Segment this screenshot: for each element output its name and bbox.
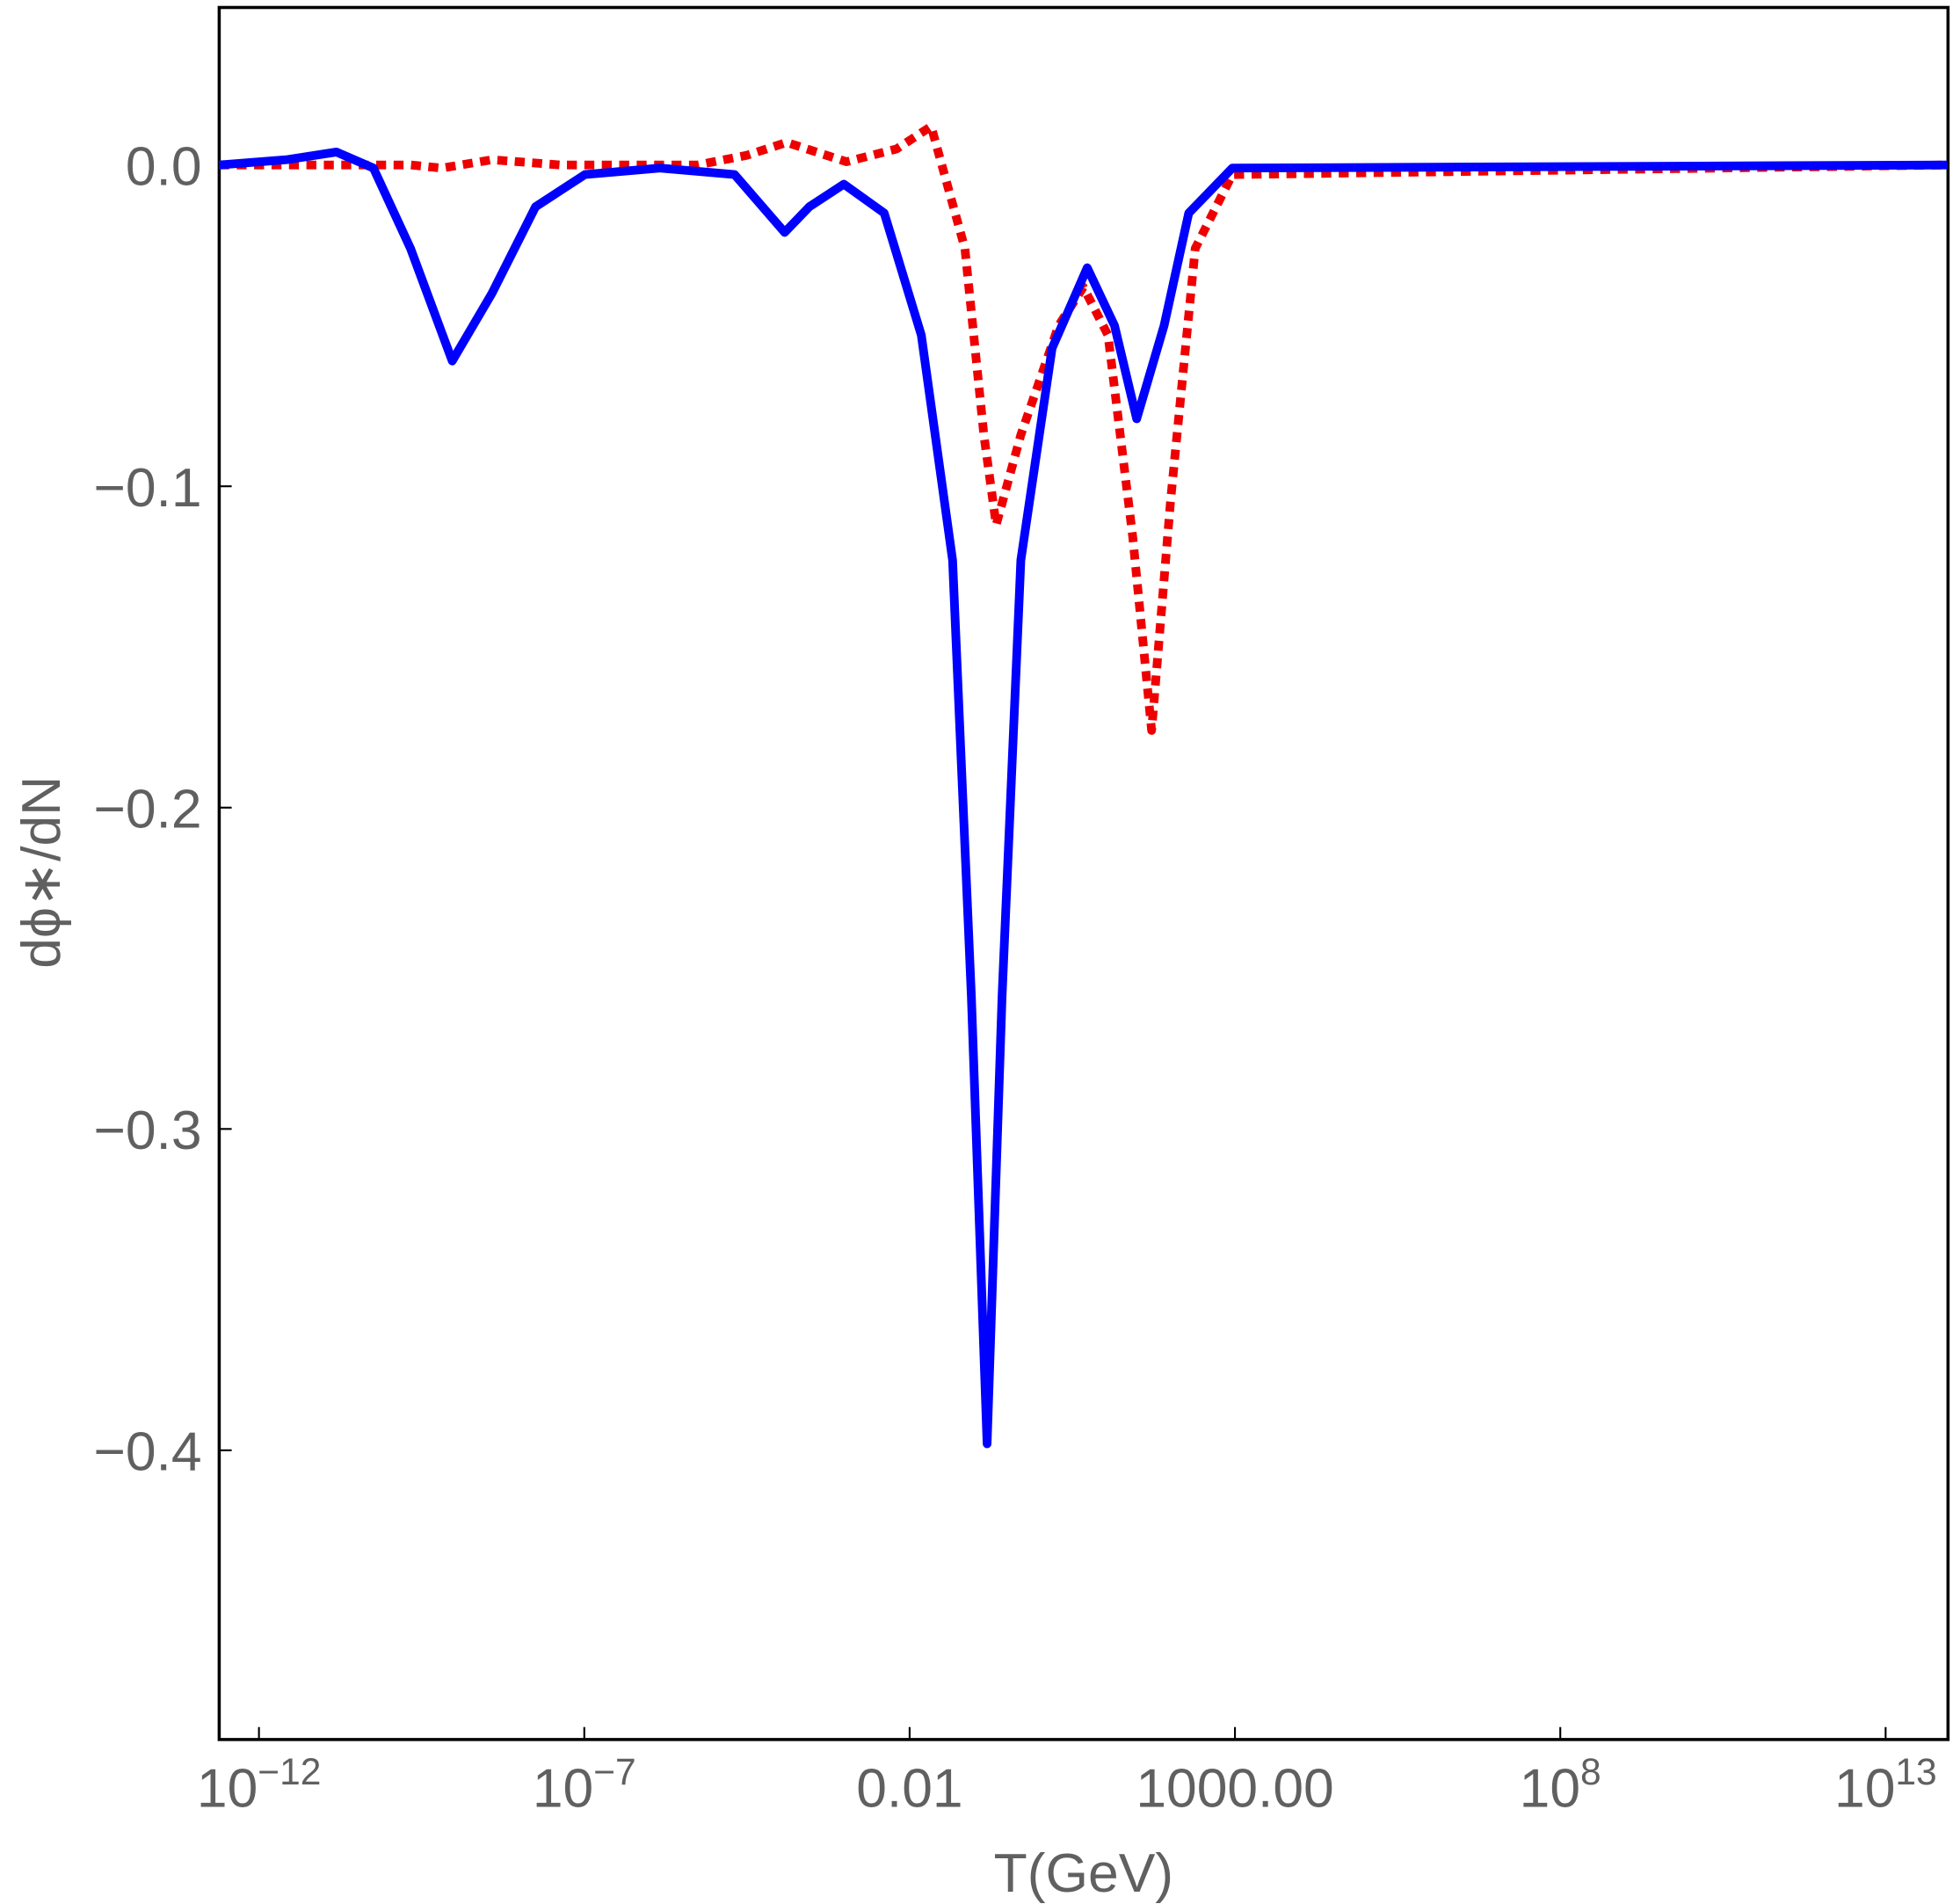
x-tick-label-exponent: −7 bbox=[593, 1752, 635, 1793]
x-tick-label-exponent: −12 bbox=[258, 1752, 321, 1793]
x-tick-label-base: 10 bbox=[1520, 1758, 1580, 1819]
plot-frame bbox=[217, 5, 1950, 1741]
data-line bbox=[219, 121, 1948, 735]
x-axis-title: T(GeV) bbox=[994, 1843, 1173, 1904]
x-tick-label: 1000.00 bbox=[1136, 1758, 1333, 1819]
x-tick-label-base: 10 bbox=[533, 1758, 593, 1819]
data-line bbox=[219, 147, 1948, 1449]
y-tick-label: −0.4 bbox=[93, 1422, 201, 1483]
y-tick-label: 0.0 bbox=[126, 136, 202, 197]
x-tick-label: 0.01 bbox=[856, 1758, 962, 1819]
y-tick-label: −0.2 bbox=[93, 779, 201, 839]
x-tick-label-base: 1000.00 bbox=[1136, 1758, 1333, 1819]
x-tick-label: 10−12 bbox=[197, 1752, 321, 1820]
x-tick-label-exponent: 8 bbox=[1580, 1752, 1601, 1793]
x-tick-label: 10−7 bbox=[533, 1752, 636, 1820]
x-tick-label: 108 bbox=[1520, 1752, 1601, 1820]
y-tick-label: −0.1 bbox=[93, 458, 201, 519]
x-tick-label-base: 10 bbox=[1834, 1758, 1895, 1819]
x-tick-label-exponent: 13 bbox=[1895, 1752, 1936, 1793]
x-tick-label: 1013 bbox=[1834, 1752, 1937, 1820]
y-tick-label: −0.3 bbox=[93, 1101, 201, 1161]
x-tick-label-base: 10 bbox=[197, 1758, 258, 1819]
y-axis-title: dϕ∗/dN bbox=[11, 776, 72, 969]
